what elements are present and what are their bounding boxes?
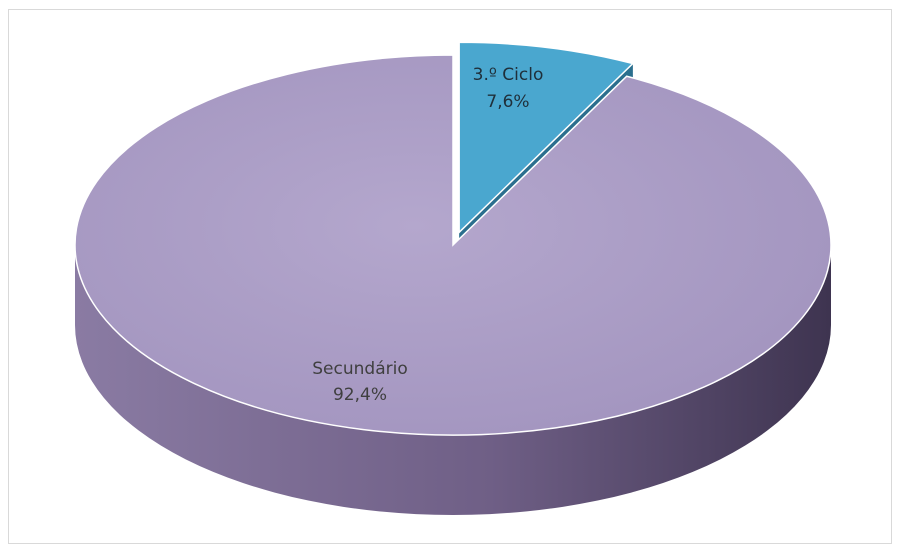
pie-slice-secundario [74, 54, 832, 436]
pie-tops [74, 41, 832, 436]
slice-label-ciclo-value: 7,6% [486, 92, 529, 112]
slice-label-ciclo-name: 3.º Ciclo [473, 65, 544, 85]
slice-label-secundario-name: Secundário [312, 359, 407, 379]
pie-labels: Secundário 92,4% 3.º Ciclo 7,6% [312, 65, 543, 405]
slice-label-secundario-value: 92,4% [333, 385, 387, 405]
pie-slice-ciclo [458, 41, 635, 235]
pie-side-secundario [75, 245, 831, 515]
